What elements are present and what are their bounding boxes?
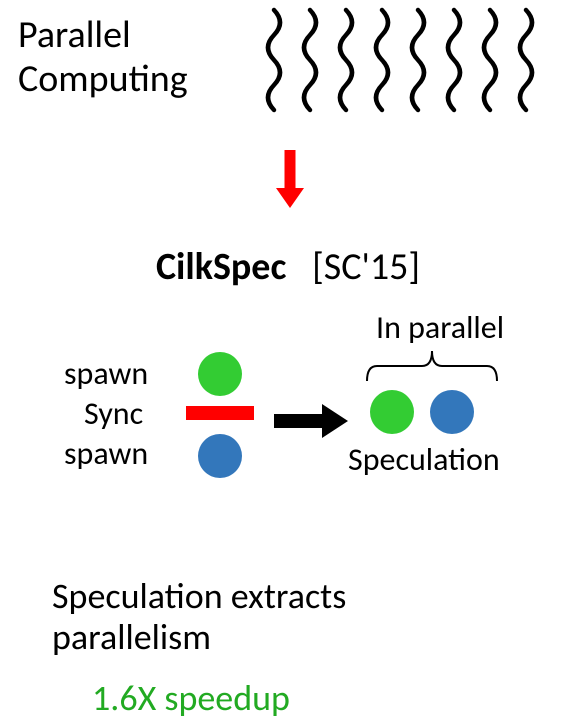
- arrow-right-icon: [272, 402, 350, 445]
- label-in-parallel: In parallel: [376, 308, 504, 347]
- label-speculation: Speculation: [348, 440, 500, 479]
- circle-blue-right: [430, 390, 474, 434]
- cilkspec-name: CilkSpec: [156, 244, 286, 290]
- parallel-squiggles: [262, 6, 550, 121]
- header-line2: Computing: [18, 58, 188, 102]
- down-arrow-icon: [274, 148, 306, 215]
- footer-line1: Speculation extracts: [52, 576, 346, 617]
- label-spawn-2: spawn: [64, 434, 148, 473]
- label-sync: Sync: [84, 394, 143, 433]
- speedup-text: 1.6X speedup: [92, 676, 290, 720]
- cilkspec-title: CilkSpec [SC'15]: [0, 244, 576, 290]
- header-line1: Parallel: [18, 14, 188, 58]
- label-spawn-1: spawn: [64, 354, 148, 393]
- circle-green-left: [198, 352, 242, 396]
- brace-icon: [362, 346, 502, 386]
- header-title: Parallel Computing: [18, 14, 188, 101]
- diagram-region: spawn Sync spawn In parallel Speculation: [40, 310, 540, 540]
- footer-text: Speculation extracts parallelism: [52, 576, 346, 659]
- footer-line2: parallelism: [52, 617, 346, 658]
- cilkspec-cite: [SC'15]: [312, 244, 420, 290]
- circle-green-right: [370, 390, 414, 434]
- circle-blue-left: [198, 434, 242, 478]
- sync-bar: [186, 406, 254, 420]
